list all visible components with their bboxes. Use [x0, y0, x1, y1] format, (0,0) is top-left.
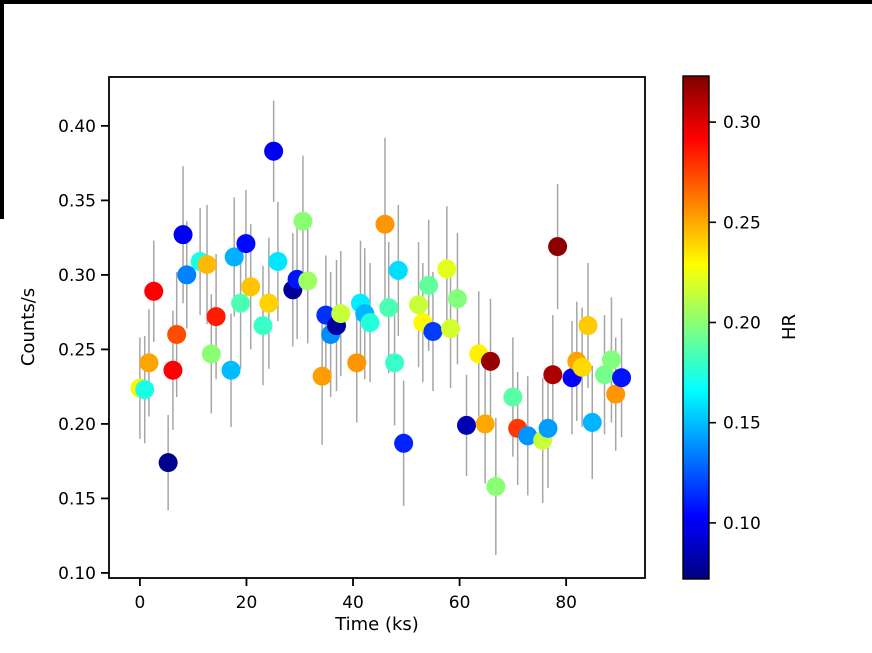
- colorbar-layer: 0.10 0.15 0.20 0.25 0.30: [682, 75, 761, 580]
- data-point: [264, 141, 284, 161]
- data-point: [578, 316, 598, 336]
- data-point: [518, 426, 538, 446]
- data-point: [236, 234, 256, 254]
- data-point: [331, 304, 351, 324]
- data-point: [379, 298, 399, 318]
- data-point: [135, 380, 155, 400]
- x-tick-label: 80: [555, 593, 577, 613]
- data-point: [388, 260, 408, 280]
- y-tick-label: 0.10: [58, 564, 96, 584]
- data-point: [503, 387, 523, 407]
- data-point: [167, 325, 187, 345]
- data-point: [543, 365, 563, 385]
- data-point: [360, 313, 380, 333]
- data-point: [206, 307, 226, 327]
- window-border-left: [0, 0, 4, 219]
- y-tick-label: 0.15: [58, 489, 96, 509]
- data-point: [423, 322, 443, 342]
- y-tick-label: 0.35: [58, 191, 96, 211]
- y-tick-label: 0.20: [58, 415, 96, 435]
- data-point: [538, 418, 558, 438]
- plot-frame: [108, 76, 646, 579]
- data-point: [173, 225, 193, 245]
- data-point: [375, 214, 395, 234]
- data-point: [601, 350, 621, 370]
- data-point: [582, 412, 602, 432]
- data-point: [486, 477, 506, 497]
- data-point: [480, 351, 500, 371]
- data-point: [475, 414, 495, 434]
- data-point: [437, 259, 457, 279]
- data-point: [312, 366, 332, 386]
- colorbar-label: HR: [779, 314, 800, 340]
- data-point: [606, 384, 626, 404]
- data-point: [441, 319, 461, 339]
- x-tick-label: 40: [342, 593, 364, 613]
- data-point: [409, 295, 429, 315]
- data-point: [221, 360, 241, 380]
- data-point: [612, 368, 632, 388]
- data-point: [224, 247, 244, 267]
- colorbar-tick-label: 0.25: [723, 213, 761, 233]
- y-tick-label: 0.30: [58, 266, 96, 286]
- data-point: [595, 365, 615, 385]
- data-point: [447, 289, 467, 309]
- colorbar-tick-label: 0.10: [723, 514, 761, 534]
- data-point: [293, 211, 313, 231]
- data-point: [259, 293, 279, 313]
- data-point: [201, 344, 221, 364]
- window-border-top: [0, 0, 872, 4]
- data-point: [347, 353, 367, 373]
- axes-layer: 0 20 40 60 80 0.10 0.15 0.20 0.25 0.30 0.35 0.40: [58, 76, 646, 613]
- data-point: [253, 316, 273, 336]
- data-point: [139, 353, 159, 373]
- data-point: [144, 281, 164, 301]
- x-tick-label: 20: [236, 593, 258, 613]
- data-point: [241, 277, 261, 297]
- data-point: [385, 353, 405, 373]
- data-point: [548, 237, 568, 257]
- data-point: [163, 360, 183, 380]
- colorbar-gradient: [682, 75, 710, 580]
- y-axis-label: Counts/s: [18, 288, 39, 366]
- colorbar-tick-label: 0.15: [723, 414, 761, 434]
- data-point: [197, 254, 217, 274]
- data-point: [457, 415, 477, 435]
- data-point: [394, 433, 414, 453]
- data-point: [572, 357, 592, 377]
- data-point: [231, 293, 251, 313]
- data-point: [268, 251, 288, 271]
- x-axis-label: Time (ks): [334, 614, 419, 635]
- y-tick-label: 0.25: [58, 340, 96, 360]
- error-bars-layer: [139, 100, 623, 556]
- y-tick-label: 0.40: [58, 117, 96, 137]
- x-tick-label: 60: [449, 593, 471, 613]
- x-tick-label: 0: [134, 593, 145, 613]
- data-points-layer: [130, 141, 632, 497]
- data-point: [158, 453, 178, 473]
- data-point: [298, 271, 318, 291]
- colorbar-tick-label: 0.20: [723, 313, 761, 333]
- colorbar-tick-label: 0.30: [723, 113, 761, 133]
- data-point: [177, 265, 197, 285]
- data-point: [419, 275, 439, 295]
